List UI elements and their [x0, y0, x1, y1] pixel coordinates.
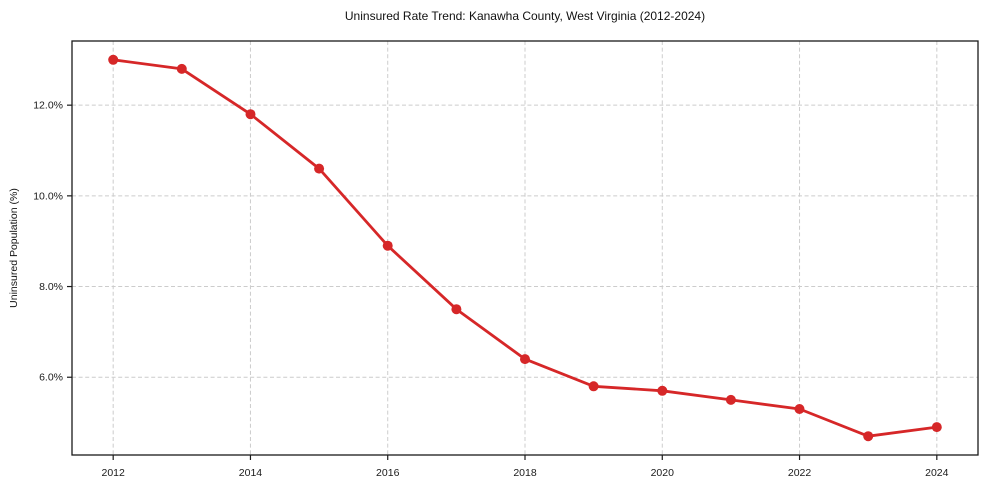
data-point-2016 [382, 240, 393, 251]
data-point-2017 [451, 304, 462, 315]
y-tick-label: 12.0% [33, 100, 63, 112]
y-tick-label: 10.0% [33, 190, 63, 202]
data-point-2019 [588, 381, 599, 392]
data-point-2023 [863, 431, 874, 442]
x-tick-label: 2024 [925, 467, 949, 479]
x-tick-label: 2012 [102, 467, 126, 479]
data-point-2020 [657, 385, 668, 396]
data-point-2014 [245, 109, 256, 120]
data-point-2013 [176, 63, 187, 74]
x-tick-label: 2014 [239, 467, 263, 479]
chart-title: Uninsured Rate Trend: Kanawha County, We… [344, 9, 706, 23]
data-point-2021 [725, 394, 736, 405]
data-point-2018 [520, 354, 530, 365]
x-tick-label: 2018 [513, 467, 537, 479]
x-tick-label: 2022 [788, 467, 812, 479]
y-tick-label: 8.0% [39, 281, 63, 293]
y-tick-label: 6.0% [39, 372, 63, 384]
data-point-2024 [931, 422, 942, 433]
x-tick-label: 2016 [376, 467, 400, 479]
x-tick-label: 2020 [651, 467, 675, 479]
data-point-2012 [108, 54, 119, 65]
data-point-2015 [314, 163, 325, 174]
data-point-2022 [794, 404, 805, 414]
